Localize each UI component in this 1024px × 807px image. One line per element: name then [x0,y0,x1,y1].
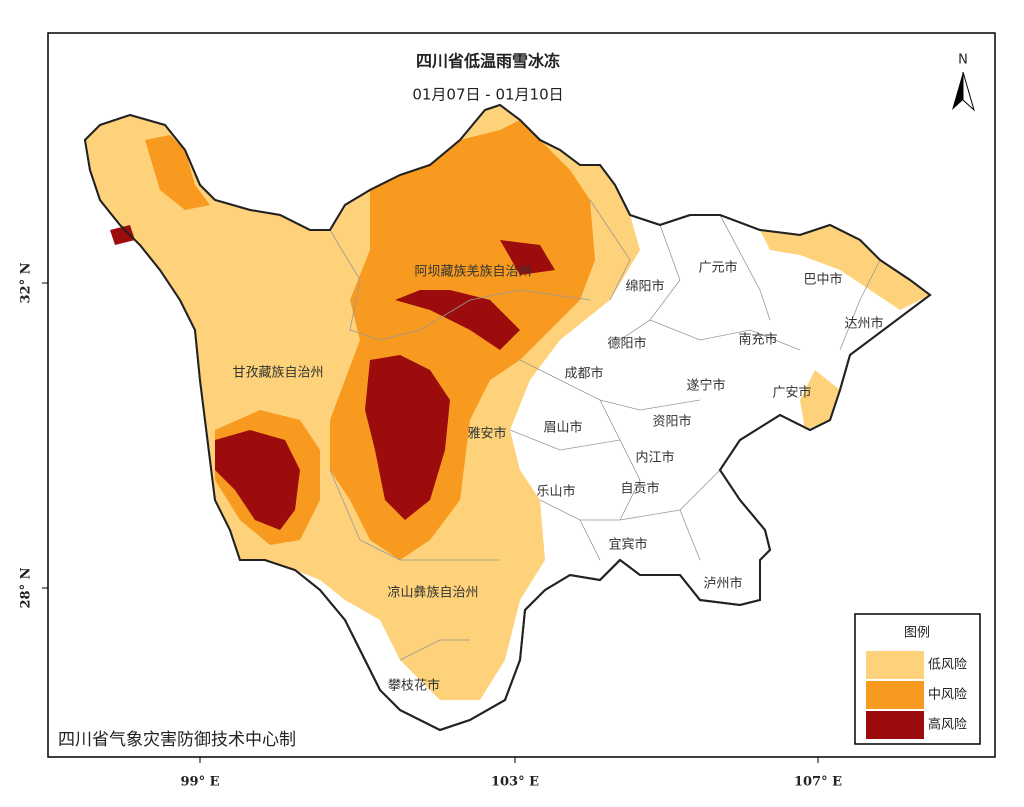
north-arrow-left [952,72,963,110]
low-risk-area [760,225,930,430]
legend-swatch [866,711,924,739]
legend-label: 低风险 [928,658,967,673]
city-borders [329,199,881,661]
city-label: 成都市 [564,366,603,382]
city-label: 资阳市 [652,414,691,430]
city-label: 雅安市 [467,426,506,442]
lon-label: 99° E [180,775,219,790]
high-risk-area [110,225,555,530]
north-label: N [958,53,968,68]
credit: 四川省气象灾害防御技术中心制 [58,730,296,750]
city-label: 宜宾市 [608,537,647,553]
city-label: 巴中市 [803,272,842,288]
city-label: 阿坝藏族羌族自治州 [414,264,531,280]
city-label: 广元市 [698,260,737,276]
city-label: 眉山市 [543,420,582,436]
city-label: 内江市 [635,450,674,466]
lon-label: 107° E [794,775,842,790]
city-label: 德阳市 [607,336,646,352]
north-arrow-right [962,71,975,112]
city-label: 泸州市 [703,576,742,592]
city-label: 达州市 [844,316,883,332]
map-title: 四川省低温雨雪冰冻 [416,52,560,71]
lon-label: 103° E [491,775,539,790]
province-outline [83,103,932,732]
city-label: 乐山市 [536,484,575,500]
province [83,103,932,732]
map-subtitle: 01月07日 - 01月10日 [412,86,563,104]
north-arrow [952,71,975,112]
legend-swatch [866,681,924,709]
lat-label: 28° N [19,567,34,608]
legend-label: 高风险 [928,717,967,733]
city-label: 自贡市 [620,481,659,497]
legend-swatch [866,651,924,679]
city-label: 遂宁市 [686,378,725,394]
city-label: 南充市 [738,332,777,348]
city-label: 凉山彝族自治州 [387,585,478,601]
city-label: 攀枝花市 [388,678,440,694]
lat-label: 32° N [19,262,34,303]
city-label: 绵阳市 [625,279,664,295]
city-label: 甘孜藏族自治州 [232,365,323,381]
legend-label: 中风险 [928,688,967,703]
legend-title: 图例 [904,626,930,641]
city-label: 广安市 [772,385,811,401]
